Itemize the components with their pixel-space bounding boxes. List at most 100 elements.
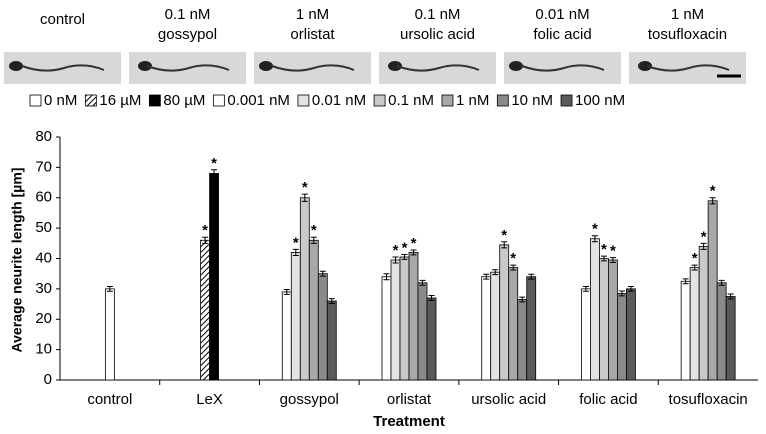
bar bbox=[408, 252, 419, 381]
error-bar bbox=[718, 279, 725, 286]
error-bar bbox=[618, 290, 625, 297]
legend-swatch bbox=[496, 94, 509, 107]
significance-marker: * bbox=[293, 234, 299, 251]
bar bbox=[608, 259, 618, 381]
x-tick-label: ursolic acid bbox=[471, 391, 546, 408]
bar bbox=[698, 245, 709, 381]
legend-swatch bbox=[84, 94, 97, 107]
error-bar bbox=[727, 293, 734, 300]
bar bbox=[680, 280, 691, 381]
significance-marker: * bbox=[411, 235, 417, 252]
significance-marker: * bbox=[393, 242, 399, 259]
neuron-body bbox=[9, 61, 23, 71]
bar bbox=[381, 276, 392, 381]
legend-label: 100 nM bbox=[575, 92, 625, 109]
y-tick-label: 10 bbox=[35, 341, 52, 358]
bar bbox=[209, 173, 219, 381]
legend-swatch bbox=[148, 94, 161, 107]
bar bbox=[281, 291, 292, 381]
legend-swatch bbox=[441, 94, 454, 107]
bar bbox=[417, 282, 428, 381]
error-bar bbox=[510, 264, 517, 271]
y-tick-label: 50 bbox=[35, 219, 52, 236]
bar bbox=[508, 267, 519, 381]
legend-label: 1 nM bbox=[456, 92, 489, 109]
legend-label: 0 nM bbox=[44, 92, 77, 109]
x-tick-label: LeX bbox=[196, 391, 223, 408]
y-tick-label: 0 bbox=[44, 371, 52, 388]
legend-label: 0.01 nM bbox=[312, 92, 366, 109]
bar bbox=[716, 282, 727, 381]
neuron-body bbox=[509, 61, 523, 71]
bar bbox=[526, 276, 537, 381]
panel-label: 1 nM bbox=[671, 6, 704, 23]
significance-marker: * bbox=[501, 227, 507, 244]
y-axis-title: Average neurite length [µm] bbox=[9, 168, 25, 353]
panel-label: ursolic acid bbox=[400, 26, 475, 43]
bar bbox=[490, 271, 501, 381]
x-tick-label: folic acid bbox=[579, 391, 637, 408]
neuron-body bbox=[638, 61, 652, 71]
bar bbox=[617, 293, 627, 381]
error-bar bbox=[519, 296, 526, 303]
error-bar bbox=[211, 169, 218, 178]
legend-swatch bbox=[29, 94, 42, 107]
significance-marker: * bbox=[601, 241, 607, 258]
significance-marker: * bbox=[510, 250, 516, 267]
error-bar bbox=[682, 278, 689, 285]
error-bar bbox=[301, 193, 308, 202]
error-bar bbox=[202, 236, 209, 244]
significance-marker: * bbox=[211, 155, 217, 172]
bar bbox=[308, 239, 319, 381]
error-bar bbox=[328, 298, 335, 304]
legend-label: 80 µM bbox=[163, 92, 205, 109]
bar bbox=[200, 239, 210, 381]
legend-swatch bbox=[212, 94, 225, 107]
error-bar bbox=[483, 273, 490, 280]
error-bar bbox=[609, 257, 616, 263]
error-bar bbox=[627, 285, 634, 292]
error-bar bbox=[600, 255, 607, 262]
error-bar bbox=[700, 242, 707, 250]
error-bar bbox=[528, 273, 535, 280]
significance-marker: * bbox=[302, 179, 308, 196]
bar bbox=[707, 200, 718, 381]
significance-marker: * bbox=[610, 243, 616, 260]
panel-label: orlistat bbox=[290, 26, 335, 43]
y-tick-label: 70 bbox=[35, 158, 52, 175]
bar bbox=[626, 288, 636, 381]
panel-label: 0.1 nM bbox=[415, 6, 461, 23]
neurite bbox=[146, 64, 230, 72]
legend-label: 0.1 nM bbox=[388, 92, 434, 109]
error-bar bbox=[410, 249, 417, 256]
bar bbox=[599, 258, 609, 381]
x-tick-label: orlistat bbox=[387, 391, 432, 408]
bar bbox=[317, 273, 328, 381]
bar bbox=[581, 288, 591, 381]
error-bar bbox=[709, 197, 716, 205]
error-bar bbox=[106, 285, 113, 292]
neuron-body bbox=[138, 61, 152, 71]
neurite bbox=[21, 64, 105, 72]
error-bar bbox=[310, 236, 317, 244]
panel-label: folic acid bbox=[533, 26, 591, 43]
y-tick-label: 60 bbox=[35, 189, 52, 206]
x-tick-label: control bbox=[87, 391, 132, 408]
neurite bbox=[646, 64, 730, 72]
y-tick-label: 30 bbox=[35, 280, 52, 297]
error-bar bbox=[392, 256, 399, 264]
bar bbox=[104, 288, 115, 381]
neuron-body bbox=[259, 61, 273, 71]
panel-label: 1 nM bbox=[296, 6, 329, 23]
bar bbox=[725, 296, 736, 381]
error-bar bbox=[691, 264, 698, 271]
panel-label: 0.01 nM bbox=[535, 6, 589, 23]
error-bar bbox=[591, 235, 598, 243]
bar bbox=[399, 256, 410, 381]
y-tick-label: 80 bbox=[35, 128, 52, 145]
bar bbox=[426, 297, 437, 381]
bar bbox=[689, 267, 700, 381]
significance-marker: * bbox=[402, 240, 408, 257]
panel-label: 0.1 nM bbox=[165, 6, 211, 23]
